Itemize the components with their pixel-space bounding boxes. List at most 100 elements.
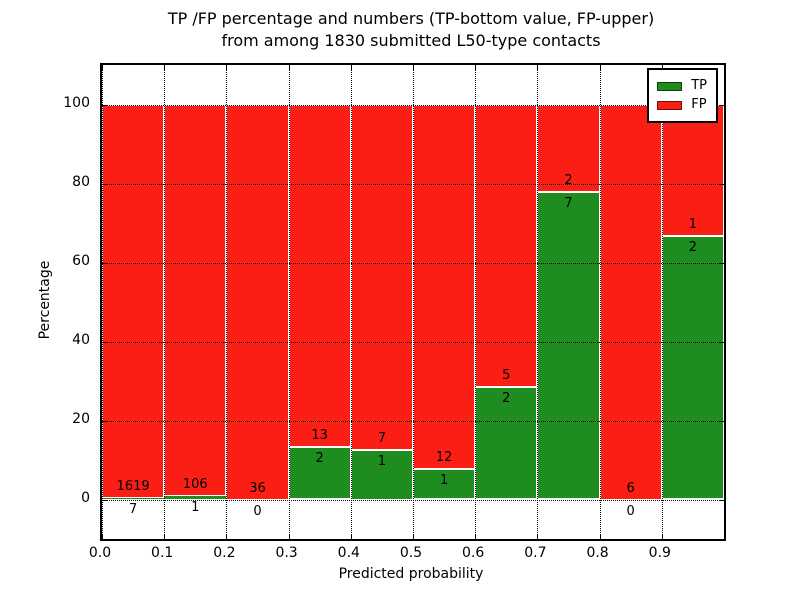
y-tick-left <box>102 262 107 264</box>
x-tick-top <box>413 65 414 70</box>
x-tick-top <box>475 65 477 70</box>
x-tick-label: 0.8 <box>586 545 609 561</box>
bar-segment-fp <box>164 104 227 496</box>
x-tick-top <box>537 65 539 70</box>
x-tick-top <box>661 65 663 70</box>
grid-layer <box>102 65 724 539</box>
y-tick-label: 60 <box>72 252 90 269</box>
fp-count-label: 13 <box>311 427 328 443</box>
bar-segment-tp <box>475 386 538 500</box>
bar-segment-fp <box>413 104 476 470</box>
bar-segment-tp <box>164 495 227 500</box>
x-tick-bottom <box>537 534 539 539</box>
legend-label: FP <box>691 97 707 112</box>
tp-count-label: 2 <box>315 450 324 466</box>
tp-count-label: 2 <box>688 240 698 256</box>
x-gridline <box>537 65 539 539</box>
bar-segment-tp <box>413 469 476 500</box>
x-tick-label: 0.6 <box>462 545 485 561</box>
x-tick-label: 0.1 <box>151 545 174 561</box>
bar-segment-tp <box>288 446 351 500</box>
fp-count-label: 1 <box>688 217 698 233</box>
bar-segment-tp <box>537 192 600 500</box>
bar-count-labels-layer: 1619 7 106 1 36 0 13 2 7 1 12 1 5 2 2 7 6 0 1 2 <box>102 65 724 539</box>
tp-count-label: 0 <box>253 503 262 519</box>
x-tick-label: 0.7 <box>524 545 547 561</box>
y-tick-label: 80 <box>72 173 90 190</box>
fp-count-label: 2 <box>564 173 573 189</box>
bar-segment-fp <box>537 104 600 193</box>
bar-segment-tp <box>102 497 165 500</box>
chart-title: TP /FP percentage and numbers (TP-bottom… <box>100 8 722 52</box>
y-tick-right <box>719 262 724 264</box>
y-tick-label: 40 <box>72 331 90 348</box>
chart-title-line2: from among 1830 submitted L50-type conta… <box>221 31 601 50</box>
fp-count-label: 36 <box>249 480 266 496</box>
tp-count-label: 7 <box>128 501 138 517</box>
x-tick-bottom <box>599 534 601 539</box>
x-tick-bottom <box>661 534 663 539</box>
fp-count-label: 5 <box>502 367 511 383</box>
x-tick-bottom <box>413 534 414 539</box>
fp-count-label: 6 <box>626 480 635 496</box>
legend-entry: TP <box>657 78 707 94</box>
ticks-layer <box>102 65 724 539</box>
x-tick-bottom <box>475 534 477 539</box>
y-tick-right <box>719 499 724 501</box>
tp-count-label: 0 <box>626 503 635 519</box>
x-tick-bottom <box>350 534 352 539</box>
bar-segment-fp <box>475 104 538 387</box>
x-tick-label: 0.0 <box>88 545 112 561</box>
fp-count-label: 7 <box>377 431 387 447</box>
legend: TP FP <box>647 68 718 123</box>
x-tick-top <box>599 65 601 70</box>
x-gridline <box>102 65 103 539</box>
x-tick-bottom <box>164 534 166 539</box>
y-tick-left <box>102 183 107 185</box>
tp-legend-swatch <box>657 81 683 91</box>
bar-segment-fp <box>350 104 413 451</box>
x-tick-bottom <box>226 534 228 539</box>
y-tick-label: 0 <box>81 489 90 506</box>
fp-count-label: 106 <box>182 476 208 492</box>
legend-entry: FP <box>657 97 707 113</box>
x-tick-top <box>226 65 228 70</box>
x-tick-top <box>164 65 166 70</box>
x-tick-label: 0.4 <box>337 545 360 561</box>
y-tick-left <box>102 499 107 501</box>
x-tick-bottom <box>102 534 103 539</box>
y-tick-left <box>102 341 107 343</box>
tp-count-label: 1 <box>439 473 449 489</box>
x-tick-bottom <box>288 534 290 539</box>
bars-layer <box>102 65 724 539</box>
y-tick-left <box>102 104 107 106</box>
y-axis-label: Percentage <box>37 260 53 340</box>
bar-segment-fp <box>661 104 724 237</box>
x-gridline <box>599 65 601 539</box>
bar-segment-tp <box>350 450 413 500</box>
x-axis-label: Predicted probability <box>338 566 484 582</box>
x-tick-label: 0.2 <box>213 545 236 561</box>
bar-segment-fp <box>288 104 351 447</box>
x-tick-top <box>350 65 352 70</box>
y-tick-right <box>719 341 724 343</box>
plot-area: 1619 7 106 1 36 0 13 2 7 1 12 1 5 2 2 7 6 0 1 2 TP FP <box>100 63 726 541</box>
tp-count-label: 1 <box>377 454 387 470</box>
y-tick-left <box>102 420 107 422</box>
fp-count-label: 12 <box>435 450 453 466</box>
x-tick-label: 0.9 <box>648 545 671 561</box>
legend-label: TP <box>691 78 707 93</box>
x-tick-label: 0.3 <box>275 545 298 561</box>
x-gridline <box>288 65 290 539</box>
x-gridline <box>475 65 477 539</box>
x-gridline <box>661 65 663 539</box>
x-tick-top <box>102 65 103 70</box>
x-gridline <box>226 65 228 539</box>
x-tick-top <box>288 65 290 70</box>
chart-title-line1: TP /FP percentage and numbers (TP-bottom… <box>167 9 655 28</box>
y-tick-right <box>719 183 724 185</box>
x-gridline <box>413 65 414 539</box>
y-tick-right <box>719 104 724 106</box>
x-tick-label: 0.5 <box>399 545 423 561</box>
